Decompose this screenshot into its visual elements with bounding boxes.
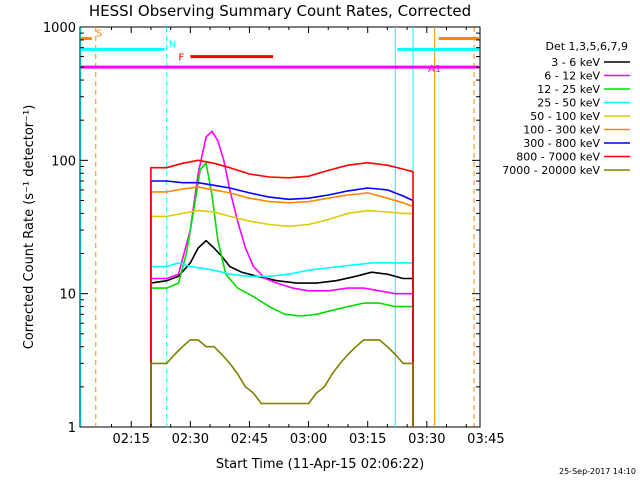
chart-title: HESSI Observing Summary Count Rates, Cor… [89,2,471,20]
series-line [150,180,414,427]
x-tick-label: 03:15 [349,432,386,447]
y-tick-label: 100 [51,154,76,169]
series-line [150,186,414,427]
series-line [150,239,414,427]
series-line [150,159,414,427]
x-tick-label: 02:15 [112,432,149,447]
x-tick-label: 02:30 [172,432,209,447]
y-axis: 1 10 100 1000 [43,21,480,436]
x-tick-label: 03:45 [467,432,504,447]
y-tick-label: 1 [68,421,76,436]
series-line [150,339,414,427]
timestamp-stamp: 25-Sep-2017 14:10 [559,467,636,476]
plot-frame [79,26,481,428]
legend-entry: 300 - 800 keV [523,137,600,150]
legend-entry: 6 - 12 keV [544,70,600,83]
series-line [150,262,414,427]
legend-entry: 25 - 50 keV [537,97,600,110]
series-line [150,162,414,427]
time-marker-lines [80,27,475,427]
x-tick-label: 03:30 [408,432,445,447]
legend-entry: 50 - 100 keV [530,110,600,123]
y-tick-label: 1000 [43,21,76,36]
legend-entry: 800 - 7000 keV [516,151,600,164]
annotation-bars: S NF A1 [81,28,479,75]
y-axis-label: Corrected Count Rate (s⁻¹ detector⁻¹) [22,105,37,350]
plot-area [79,26,481,428]
legend-entry: 100 - 300 keV [523,124,600,137]
series-lines [150,130,414,427]
annotation-label: A1 [428,64,441,75]
annotation-label: S [96,28,102,39]
legend-header: Det 1,3,5,6,7,9 [545,40,628,53]
annotation-label: F [178,53,184,64]
legend-entry: 7000 - 20000 keV [502,164,600,177]
series-line [150,209,414,427]
legend-entry: 12 - 25 keV [537,83,600,96]
y-tick-label: 10 [59,288,76,303]
x-axis-label: Start Time (11-Apr-15 02:06:22) [216,457,424,472]
legend-entry: 3 - 6 keV [551,56,600,69]
annotation-label: N [169,39,176,50]
x-tick-label: 03:00 [290,432,327,447]
series-line [150,130,414,427]
x-axis: 02:15 02:30 02:45 03:00 03:15 03:30 03:45 [111,27,505,447]
x-tick-label: 02:45 [231,432,268,447]
